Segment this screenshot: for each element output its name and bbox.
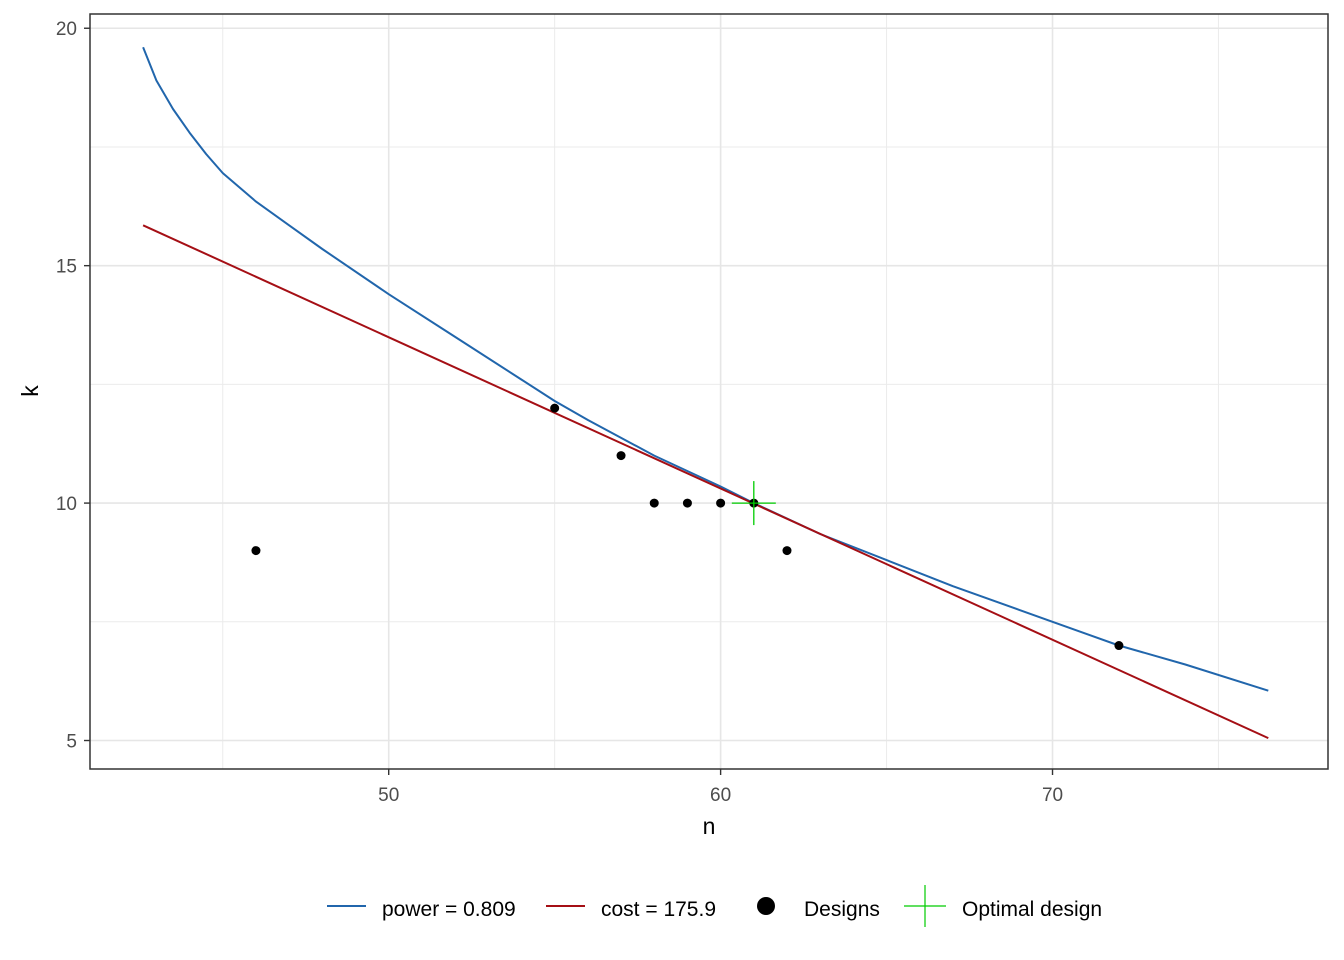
y-axis: 5 10 15 20	[56, 19, 90, 753]
legend-key-optimal	[904, 885, 946, 927]
design-point	[251, 546, 261, 556]
design-point	[682, 498, 692, 508]
legend: power = 0.809 cost = 175.9 Designs Optim…	[327, 885, 1102, 927]
x-tick-label: 60	[710, 785, 731, 806]
legend-label-power: power = 0.809	[382, 898, 516, 921]
plot-panel	[90, 14, 1328, 769]
y-tick-label: 20	[56, 19, 77, 40]
legend-key-designs	[757, 897, 775, 915]
power-curve	[142, 46, 1269, 692]
design-point	[782, 546, 792, 556]
plot-border	[89, 13, 1329, 770]
legend-label-designs: Designs	[804, 898, 880, 921]
y-axis-title: k	[17, 385, 43, 397]
x-axis-title: n	[703, 813, 716, 839]
y-tick-label: 5	[66, 732, 77, 753]
legend-label-optimal: Optimal design	[962, 898, 1102, 921]
design-points	[251, 403, 1124, 651]
design-point	[616, 451, 626, 461]
x-tick-label: 50	[378, 785, 399, 806]
design-point	[716, 498, 726, 508]
series-lines	[142, 46, 1269, 740]
y-tick-label: 10	[56, 494, 77, 515]
grid-major	[90, 14, 1328, 769]
y-tick-label: 15	[56, 257, 77, 278]
design-point	[550, 403, 560, 413]
legend-label-cost: cost = 175.9	[601, 898, 716, 921]
design-point	[1114, 641, 1124, 651]
x-tick-label: 70	[1042, 785, 1063, 806]
x-axis: 50 60 70	[378, 769, 1063, 806]
cost-line	[142, 224, 1269, 740]
grid-minor	[90, 14, 1328, 769]
design-point	[649, 498, 659, 508]
optimal-marker	[731, 481, 776, 526]
